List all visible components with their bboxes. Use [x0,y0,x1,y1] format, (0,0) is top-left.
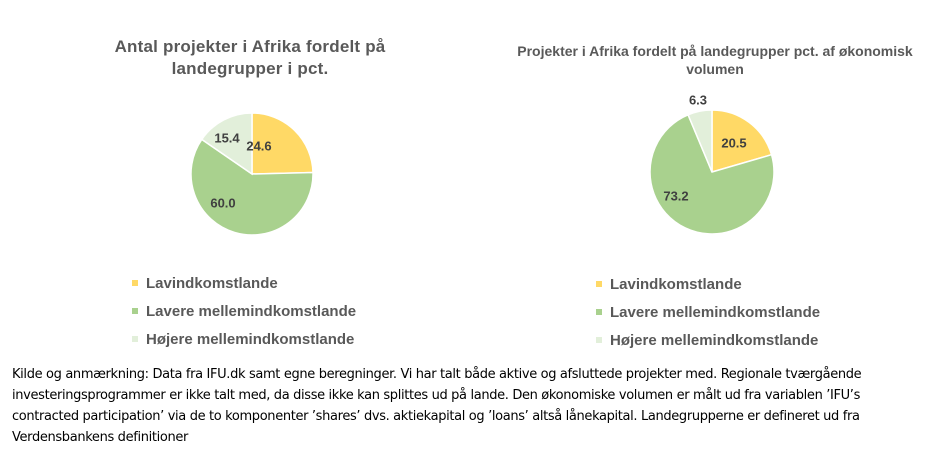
data-label: 20.5 [721,136,746,151]
legend-label: Højere mellemindkomstlande [610,331,819,349]
legend-right: Lavindkomstlande Lavere mellemindkomstla… [596,270,820,354]
legend-label: Lavere mellemindkomstlande [610,303,821,321]
pie-chart-right: 20.5 73.2 6.3 [649,93,775,235]
chart-title-right: Projekter i Afrika fordelt på landegrupp… [517,43,913,77]
data-label: 24.6 [246,139,271,154]
data-label: 73.2 [663,189,688,204]
legend-swatch [596,281,602,287]
pie-slice [251,112,314,175]
data-label: 15.4 [214,131,240,146]
legend-label: Højere mellemindkomstlande [146,330,355,348]
pie-slice [190,138,314,236]
data-label: 6.3 [689,93,707,108]
legend-swatch [132,336,138,342]
legend-item: Lavere mellemindkomstlande [132,297,356,325]
legend-label: Lavere mellemindkomstlande [146,302,357,320]
pie-chart-left: 24.6 60.0 15.4 [190,112,314,236]
legend-item: Lavindkomstlande [132,269,356,297]
legend-label: Lavindkomstlande [610,275,742,293]
data-label: 60.0 [210,196,235,211]
pie-slice [687,109,713,173]
legend-item: Lavere mellemindkomstlande [596,298,820,326]
pie-slice [200,112,253,176]
legend-swatch [596,309,602,315]
chart-title-left: Antal projekter i Afrika fordelt på land… [114,37,386,78]
legend-label: Lavindkomstlande [146,274,278,292]
legend-item: Højere mellemindkomstlande [596,326,820,354]
legend-left: Lavindkomstlande Lavere mellemindkomstla… [132,269,356,353]
legend-item: Højere mellemindkomstlande [132,325,356,353]
legend-swatch [132,280,138,286]
footnote: Kilde og anmærkning: Data fra IFU.dk sam… [12,367,862,445]
legend-item: Lavindkomstlande [596,270,820,298]
legend-swatch [596,337,602,343]
legend-swatch [132,308,138,314]
pie-slice [711,109,773,173]
pie-slice [649,113,775,235]
